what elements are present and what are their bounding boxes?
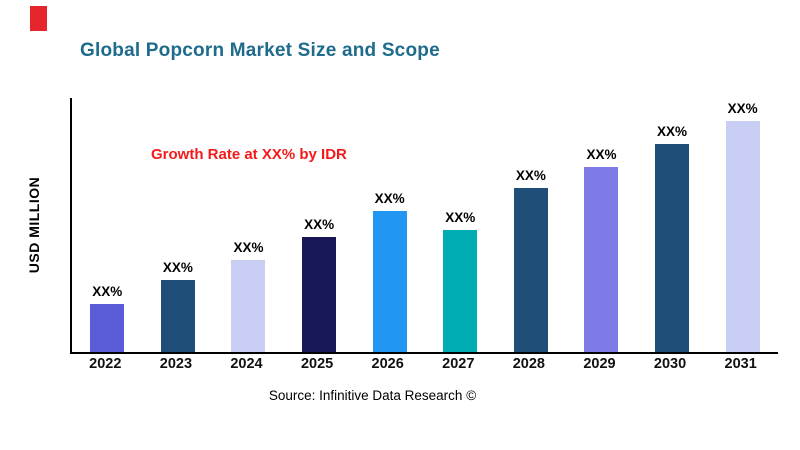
x-tick-2030: 2030 xyxy=(653,356,687,372)
bar-group-2026: XX% xyxy=(354,98,425,352)
bar-2028 xyxy=(513,188,548,352)
bar-value-label: XX% xyxy=(374,191,405,206)
x-tick-2025: 2025 xyxy=(300,356,334,372)
bar-group-2030: XX% xyxy=(637,98,708,352)
source-note: Source: Infinitive Data Research © xyxy=(268,388,477,403)
bar-2024 xyxy=(231,260,266,352)
bar-chart-plot: XX% XX% XX% XX% XX% XX% XX% XX% XX% XX% xyxy=(70,98,778,354)
bar-2030 xyxy=(655,144,690,352)
bar-2023 xyxy=(160,280,195,352)
x-tick-2031: 2031 xyxy=(724,356,757,372)
bar-value-label: XX% xyxy=(92,284,123,299)
bar-group-2029: XX% xyxy=(566,98,637,352)
bar-group-2027: XX% xyxy=(425,98,496,352)
x-tick-2026: 2026 xyxy=(371,356,404,372)
bar-2022 xyxy=(90,304,125,352)
bar-group-2031: XX% xyxy=(707,98,778,352)
bar-value-label: XX% xyxy=(586,147,617,162)
bar-value-label: XX% xyxy=(233,240,264,255)
bar-group-2028: XX% xyxy=(496,98,567,352)
y-axis-label: USD MILLION xyxy=(26,176,42,274)
bar-value-label: XX% xyxy=(162,260,193,275)
brand-mark xyxy=(30,6,47,31)
x-tick-2029: 2029 xyxy=(583,356,616,372)
bar-value-label: XX% xyxy=(727,101,758,116)
bar-group-2022: XX% xyxy=(72,98,143,352)
x-axis: 2022 2023 2024 2025 2026 2027 2028 2029 2030 2031 xyxy=(70,356,776,372)
bar-2026 xyxy=(372,211,407,352)
bar-2031 xyxy=(725,121,760,352)
page-title: Global Popcorn Market Size and Scope xyxy=(80,40,440,61)
bar-value-label: XX% xyxy=(657,124,688,139)
bar-value-label: XX% xyxy=(304,217,335,232)
bar-group-2023: XX% xyxy=(143,98,214,352)
growth-rate-annotation: Growth Rate at XX% by IDR xyxy=(151,146,347,163)
bar-2029 xyxy=(584,167,619,352)
bar-group-2024: XX% xyxy=(213,98,284,352)
x-tick-2024: 2024 xyxy=(230,356,263,372)
x-tick-2023: 2023 xyxy=(159,356,193,372)
bar-value-label: XX% xyxy=(515,168,546,183)
bar-value-label: XX% xyxy=(445,210,476,225)
bar-group-2025: XX% xyxy=(284,98,355,352)
x-tick-2022: 2022 xyxy=(89,356,122,372)
x-tick-2027: 2027 xyxy=(442,356,475,372)
bar-2027 xyxy=(443,230,478,352)
x-tick-2028: 2028 xyxy=(512,356,545,372)
bar-2025 xyxy=(302,237,337,352)
